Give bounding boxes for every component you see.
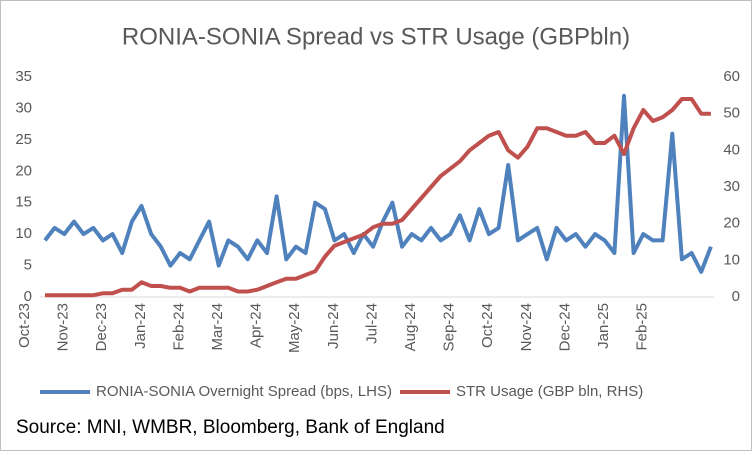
x-tick-label: Jan-25 bbox=[595, 303, 612, 349]
y-tick-label: 25 bbox=[15, 131, 32, 148]
x-tick-label: Nov-23 bbox=[55, 303, 72, 351]
y2-tick-label: 40 bbox=[723, 141, 740, 158]
x-tick-label: Feb-24 bbox=[170, 303, 187, 351]
x-tick-label: Oct-24 bbox=[479, 303, 496, 348]
legend-label: RONIA-SONIA Overnight Spread (bps, LHS) bbox=[96, 383, 392, 400]
y2-tick-label: 50 bbox=[723, 105, 740, 122]
y-tick-label: 35 bbox=[15, 68, 32, 85]
x-tick-label: Jun-24 bbox=[325, 303, 342, 349]
y2-tick-label: 10 bbox=[723, 251, 740, 268]
x-tick-label: Sep-24 bbox=[441, 303, 458, 351]
x-tick-label: Feb-25 bbox=[634, 303, 651, 351]
x-tick-label: Aug-24 bbox=[402, 303, 419, 351]
x-tick-label: Dec-24 bbox=[556, 303, 573, 351]
x-tick-label: Apr-24 bbox=[248, 303, 265, 348]
series-line bbox=[43, 93, 713, 274]
y2-tick-label: 20 bbox=[723, 215, 740, 232]
y-tick-label: 0 bbox=[24, 288, 32, 305]
legend-label: STR Usage (GBP bln, RHS) bbox=[456, 383, 643, 400]
y-tick-label: 15 bbox=[15, 194, 32, 211]
chart-title: RONIA-SONIA Spread vs STR Usage (GBPbln) bbox=[122, 23, 630, 50]
y2-tick-label: 60 bbox=[723, 68, 740, 85]
x-tick-label: Jan-24 bbox=[132, 303, 149, 349]
x-tick-label: Oct-23 bbox=[16, 303, 33, 348]
y-tick-label: 30 bbox=[15, 99, 32, 116]
y-tick-label: 5 bbox=[24, 257, 32, 274]
x-tick-label: Mar-24 bbox=[209, 303, 226, 351]
y2-tick-label: 30 bbox=[723, 178, 740, 195]
source-note: Source: MNI, WMBR, Bloomberg, Bank of En… bbox=[16, 417, 445, 438]
y-tick-label: 10 bbox=[15, 225, 32, 242]
x-tick-label: Jul-24 bbox=[363, 303, 380, 344]
x-tick-label: May-24 bbox=[286, 303, 303, 353]
x-tick-label: Dec-23 bbox=[93, 303, 110, 351]
series-line bbox=[45, 97, 711, 298]
x-tick-label: Nov-24 bbox=[518, 303, 535, 351]
y-tick-label: 20 bbox=[15, 162, 32, 179]
y2-tick-label: 0 bbox=[732, 288, 740, 305]
